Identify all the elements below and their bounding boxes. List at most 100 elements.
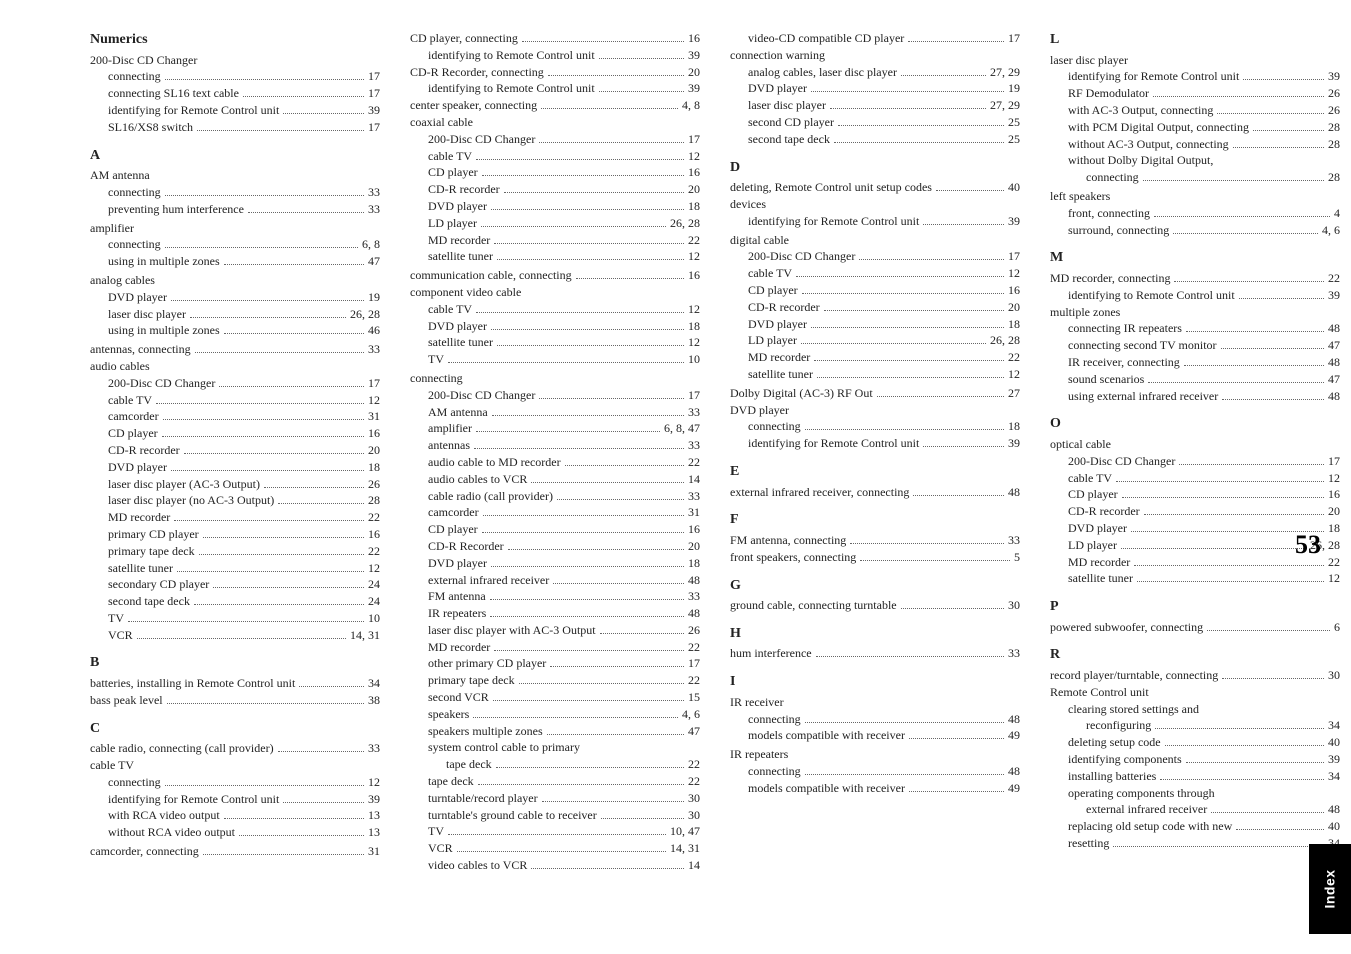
entry-label: turntable/record player [428,790,538,807]
entry-group: audio cables200-Disc CD Changer17cable T… [90,358,380,644]
index-entry: connecting48 [730,763,1020,780]
group-title: AM antenna [90,167,380,184]
leader-dots [576,270,684,280]
entry-page: 14, 31 [670,840,700,857]
leader-dots [1174,272,1324,282]
leader-dots [1165,737,1324,747]
entry-label: tape deck [446,756,492,773]
entry-label: TV [108,610,124,627]
entry-label: DVD player [428,555,487,572]
entry-label: identifying to Remote Control unit [428,47,595,64]
leader-dots [1243,71,1324,81]
index-entry: using in multiple zones47 [90,253,380,270]
index-entry: system control cable to primary [410,739,700,756]
entry-label: external infrared receiver [428,572,549,589]
index-entry: laser disc player (no AC-3 Output)28 [90,492,380,509]
entry-group: DVD playerconnecting18identifying for Re… [730,402,1020,452]
index-entry: camcorder31 [410,504,700,521]
leader-dots [448,826,666,836]
entry-page: 22 [688,639,700,656]
index-entry: surround, connecting4, 6 [1050,222,1340,239]
entry-page: 22 [688,756,700,773]
leader-dots [923,438,1004,448]
entry-page: 39 [1328,68,1340,85]
index-entry: speakers4, 6 [410,706,700,723]
index-entry: CD-R recorder20 [410,181,700,198]
entry-label: with RCA video output [108,807,220,824]
entry-group: IR receiverconnecting48models compatible… [730,694,1020,744]
index-entry: connecting33 [90,184,380,201]
entry-page: 47 [1328,337,1340,354]
section-heading: P [1050,597,1340,617]
leader-dots [171,461,364,471]
entry-label: connecting [748,763,801,780]
entry-label: with PCM Digital Output, connecting [1068,119,1249,136]
entry-page: 10 [688,351,700,368]
entry-label: secondary CD player [108,576,209,593]
index-entry: TV10 [410,351,700,368]
entry-page: 20 [688,538,700,555]
entry-label: clearing stored settings and [1068,701,1199,718]
leader-dots [909,782,1004,792]
leader-dots [901,66,986,76]
entry-label: connecting [108,236,161,253]
entry-page: 6, 8, 47 [664,420,700,437]
entry-label: MD recorder [1068,554,1130,571]
leader-dots [203,845,364,855]
leader-dots [1148,373,1324,383]
index-entry: SL16/XS8 switch17 [90,119,380,136]
leader-dots [1137,573,1324,583]
entry-page: 48 [1328,354,1340,371]
leader-dots [913,486,1004,496]
index-entry: RF Demodulator26 [1050,85,1340,102]
section-heading: R [1050,645,1340,665]
leader-dots [213,579,364,589]
entry-label: satellite tuner [108,560,173,577]
entry-label: LD player [1068,537,1117,554]
section-heading: H [730,624,1020,644]
entry-page: 17 [368,68,380,85]
entry-page: 17 [688,655,700,672]
entry-label: identifying for Remote Control unit [108,102,279,119]
entry-page: 22 [368,509,380,526]
entry-label: video cables to VCR [428,857,527,874]
entry-page: 17 [368,119,380,136]
leader-dots [165,239,358,249]
leader-dots [243,88,364,98]
leader-dots [1186,753,1324,763]
leader-dots [224,810,364,820]
index-entry: external infrared receiver48 [410,572,700,589]
leader-dots [553,574,684,584]
entry-label: DVD player [108,289,167,306]
leader-dots [491,320,684,330]
leader-dots [508,540,684,550]
entry-label: connecting [108,184,161,201]
entry-label: MD recorder [428,639,490,656]
entry-label: without RCA video output [108,824,235,841]
section-heading: F [730,510,1020,530]
entry-page: 16 [688,164,700,181]
index-entry: satellite tuner12 [410,334,700,351]
index-entry: identifying for Remote Control unit39 [730,435,1020,452]
leader-dots [219,377,364,387]
index-entry: CD player16 [1050,486,1340,503]
index-entry: DVD player18 [90,459,380,476]
group-title: analog cables [90,272,380,289]
leader-dots [195,344,364,354]
entry-page: 17 [1328,453,1340,470]
index-entry: MD recorder22 [730,349,1020,366]
index-entry: second CD player25 [730,114,1020,131]
entry-page: 31 [368,843,380,860]
entry-page: 4, 6 [1322,222,1340,239]
entry-label: primary CD player [108,526,199,543]
entry-label: ground cable, connecting turntable [730,597,897,614]
leader-dots [457,843,666,853]
index-entry: connecting17 [90,68,380,85]
entry-page: 20 [688,64,700,81]
leader-dots [448,354,684,364]
entry-label: CD player [428,164,478,181]
entry-label: installing batteries [1068,768,1156,785]
index-entry: video-CD compatible CD player17 [730,30,1020,47]
index-entry: identifying for Remote Control unit39 [1050,68,1340,85]
leader-dots [278,743,364,753]
